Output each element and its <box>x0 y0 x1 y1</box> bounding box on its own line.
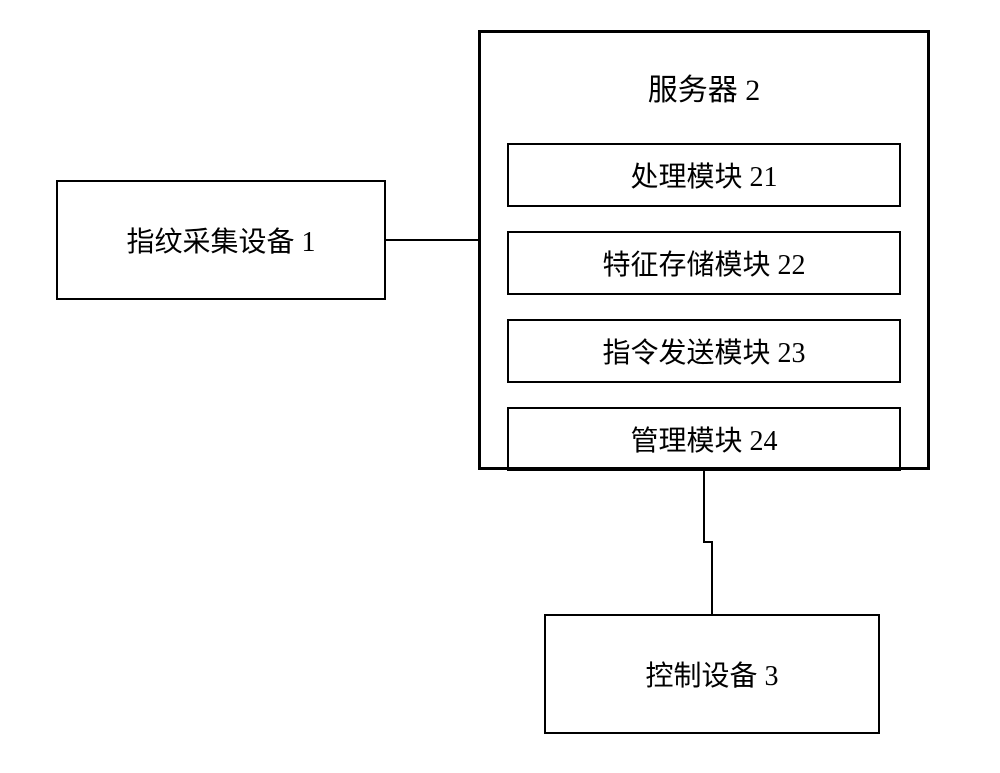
module-label: 管理模块 24 <box>630 419 777 459</box>
server-module: 管理模块 24 <box>507 407 901 471</box>
module-label: 指令发送模块 23 <box>602 331 805 371</box>
connector-line <box>703 470 705 542</box>
server-module: 处理模块 21 <box>507 143 901 207</box>
module-label: 处理模块 21 <box>630 155 777 195</box>
connector-line <box>711 542 713 614</box>
server-module: 指令发送模块 23 <box>507 319 901 383</box>
connector-line <box>386 239 478 241</box>
controller-block: 控制设备 3 <box>544 614 880 734</box>
server-module: 特征存储模块 22 <box>507 231 901 295</box>
module-label: 特征存储模块 22 <box>602 243 805 283</box>
collector-block: 指纹采集设备 1 <box>56 180 386 300</box>
collector-label: 指纹采集设备 1 <box>126 220 315 260</box>
server-box: 服务器 2 处理模块 21 特征存储模块 22 指令发送模块 23 管理模块 24 <box>478 30 930 470</box>
controller-label: 控制设备 3 <box>645 654 778 694</box>
server-title: 服务器 2 <box>481 65 927 109</box>
